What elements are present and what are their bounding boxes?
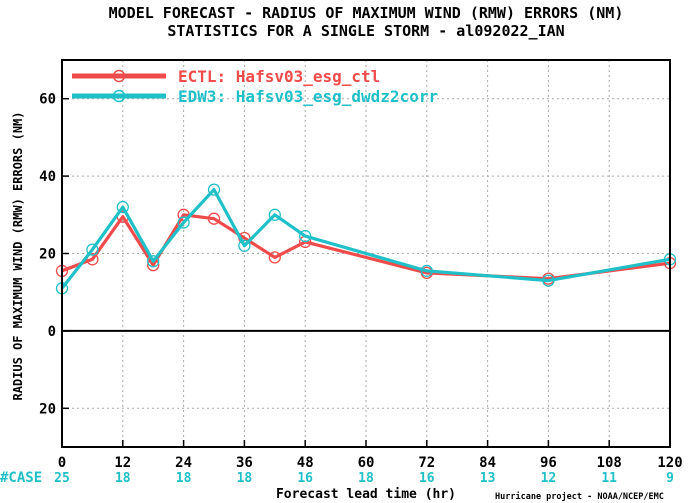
data-point-edw3 [542, 274, 555, 287]
case-count: 12 [541, 471, 557, 486]
x-tick-label: 84 [479, 455, 496, 471]
x-tick-label: 0 [58, 455, 66, 471]
data-point-edw3 [86, 243, 99, 256]
case-count: 16 [419, 471, 435, 486]
x-tick-label: 96 [540, 455, 557, 471]
data-point-ectl [86, 253, 99, 266]
legend-label-ectl: ECTL: Hafsv03_esg_ctl [178, 67, 380, 86]
data-point-edw3 [268, 208, 281, 221]
data-point-edw3 [238, 239, 251, 252]
case-label: #CASE [0, 470, 42, 486]
credit-text: Hurricane project - NOAA/NCEP/EMC [495, 491, 664, 502]
case-count: 18 [358, 471, 374, 486]
axis-ticks: 0251218241836184816601872168413961210811… [39, 92, 683, 486]
data-point-ectl [207, 212, 221, 225]
legend: ECTL: Hafsv03_esg_ctl EDW3: Hafsv03_esg_… [72, 67, 438, 106]
y-tick-label: 20 [39, 401, 56, 417]
data-point-edw3 [116, 200, 129, 214]
data-point-edw3 [147, 255, 160, 268]
x-axis-label: Forecast lead time (hr) [276, 487, 456, 502]
data-point-edw3 [177, 216, 190, 229]
x-tick-label: 72 [418, 455, 435, 471]
case-count: 18 [237, 471, 253, 486]
legend-marker-edw3 [112, 89, 126, 103]
x-tick-label: 120 [657, 455, 682, 471]
case-count: 16 [297, 471, 313, 486]
data-point-edw3 [299, 229, 312, 243]
case-count: 18 [115, 471, 131, 486]
grid-lines [62, 60, 670, 447]
data-point-ectl [268, 251, 281, 264]
x-tick-label: 24 [175, 455, 192, 471]
series-line-edw3 [60, 188, 671, 290]
case-count: 9 [666, 471, 674, 486]
data-point-edw3 [420, 264, 433, 278]
chart-title: MODEL FORECAST - RADIUS OF MAXIMUM WIND … [109, 4, 624, 22]
y-tick-label: 0 [48, 324, 56, 340]
x-tick-label: 60 [358, 455, 375, 471]
case-count: 25 [54, 471, 70, 486]
y-axis-label: RADIUS OF MAXIMUM WIND (RMW) ERRORS (NM) [11, 112, 25, 401]
case-count: 13 [480, 471, 496, 486]
y-tick-label: 20 [39, 247, 56, 263]
case-count: 11 [601, 471, 617, 486]
x-tick-label: 108 [597, 455, 622, 471]
data-point-edw3 [207, 183, 221, 196]
x-tick-label: 12 [114, 455, 131, 471]
legend-marker-ectl [112, 69, 126, 83]
legend-label-edw3: EDW3: Hafsv03_esg_dwdz2corr [178, 87, 438, 106]
x-tick-label: 48 [297, 455, 314, 471]
case-count: 18 [176, 471, 192, 486]
chart-subtitle: STATISTICS FOR A SINGLE STORM - al092022… [167, 22, 564, 40]
y-tick-label: 40 [39, 169, 56, 185]
x-tick-label: 36 [236, 455, 253, 471]
y-tick-label: 60 [39, 92, 56, 108]
